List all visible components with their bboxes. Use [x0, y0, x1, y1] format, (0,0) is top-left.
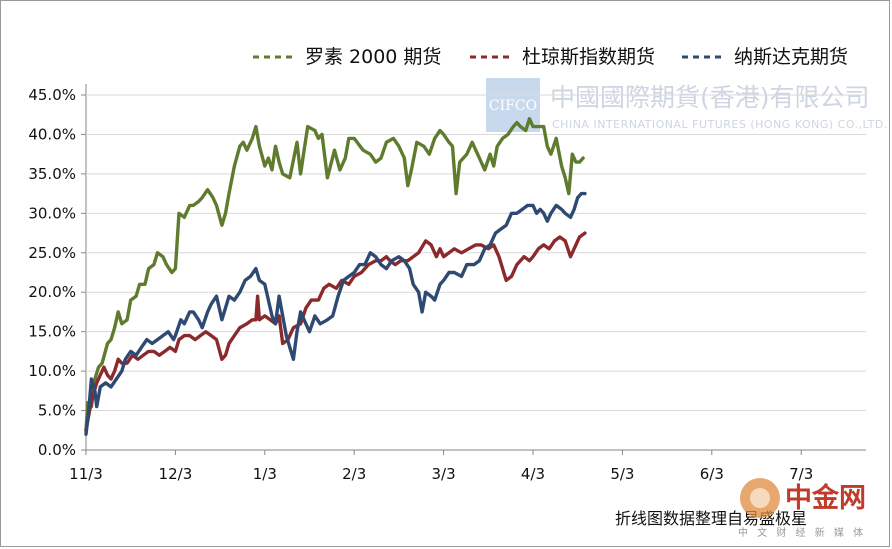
x-tick-label: 7/3	[789, 465, 813, 483]
legend-label-2: 纳斯达克期货	[734, 46, 848, 68]
y-tick-label: 30.0%	[28, 204, 76, 222]
legend-label-0: 罗素 2000 期货	[305, 46, 441, 68]
cifco-name-en: CHINA INTERNATIONAL FUTURES (HONG KONG) …	[552, 118, 888, 131]
cifco-name-cn: 中國國際期貨(香港)有限公司	[550, 83, 870, 112]
x-tick-label: 12/3	[159, 465, 193, 483]
y-tick-label: 15.0%	[28, 323, 76, 341]
legend-label-1: 杜琼斯指数期货	[522, 46, 655, 68]
source-caption: 折线图数据整理自易盛极星	[615, 509, 807, 528]
series-line-0	[84, 117, 585, 432]
coin-logo-inner	[750, 488, 770, 508]
axes	[85, 84, 866, 451]
x-tick-label: 5/3	[610, 465, 634, 483]
site-logo: 中金网 中 文 财 经 新 媒 体	[738, 478, 866, 539]
series-lines	[84, 117, 587, 436]
y-tick-label: 25.0%	[28, 244, 76, 262]
series-line-1	[84, 231, 587, 432]
site-logo-name: 中金网	[785, 482, 866, 514]
y-tick-label: 5.0%	[38, 402, 76, 420]
x-tick-label: 4/3	[521, 465, 545, 483]
y-tick-label: 45.0%	[28, 86, 76, 104]
y-tick-label: 40.0%	[28, 125, 76, 143]
site-logo-slogan: 中 文 财 经 新 媒 体	[738, 526, 866, 539]
x-tick-label: 1/3	[253, 465, 277, 483]
y-tick-label: 35.0%	[28, 165, 76, 183]
x-tick-label: 3/3	[432, 465, 456, 483]
y-tick-label: 10.0%	[28, 362, 76, 380]
cifco-watermark: CIFCO 中國國際期貨(香港)有限公司 CHINA INTERNATIONAL…	[486, 78, 888, 132]
y-tick-label: 20.0%	[28, 283, 76, 301]
x-tick-label: 6/3	[700, 465, 724, 483]
x-tick-label: 11/3	[69, 465, 103, 483]
x-tick-label: 2/3	[342, 465, 366, 483]
y-axis-ticks: 0.0% 5.0% 10.0% 15.0% 20.0% 25.0% 30.0% 35.0% 40…	[28, 86, 866, 459]
x-axis-ticks: 11/3 12/3 1/3 2/3 3/3 4/3 5/3 6/3 7/3	[69, 450, 813, 483]
y-tick-label: 0.0%	[38, 441, 76, 459]
cifco-logo-text: CIFCO	[489, 98, 537, 114]
legend: 罗素 2000 期货 杜琼斯指数期货 纳斯达克期货	[253, 46, 848, 68]
series-line-2	[84, 191, 587, 436]
